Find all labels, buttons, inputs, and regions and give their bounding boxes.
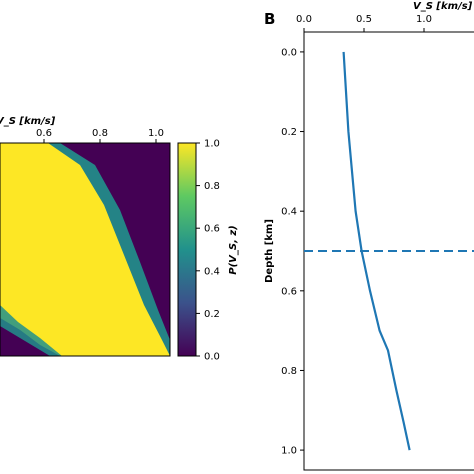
line-x-tick-label: 0.0 <box>296 14 312 25</box>
line-y-tick-label: 0.2 <box>281 127 297 138</box>
heatmap-x-ticks: 0.6 0.8 1.0 <box>36 128 164 143</box>
colorbar-tick-label: 0.2 <box>204 309 220 320</box>
line-y-tick-label: 0.6 <box>281 286 297 297</box>
heatmap-x-tick-label: 1.0 <box>148 128 164 139</box>
colorbar: 0.0 0.2 0.4 0.6 0.8 1.0 P(V_S, z) <box>177 139 239 363</box>
colorbar-tick-label: 1.0 <box>204 139 220 150</box>
colorbar-tick-label: 0.0 <box>204 352 220 363</box>
colorbar-gradient <box>177 142 197 357</box>
colorbar-ticks: 0.0 0.2 0.4 0.6 0.8 1.0 <box>196 139 220 363</box>
line-y-ticks: 0.0 0.2 0.4 0.6 0.8 1.0 <box>281 47 304 457</box>
line-y-axis-label: Depth [km] <box>264 219 275 283</box>
line-y-tick-label: 1.0 <box>281 446 297 457</box>
panel-letter-b: B <box>264 10 275 28</box>
line-x-tick-label: 0.5 <box>356 14 372 25</box>
line-x-axis-label: V_S [km/s] / <box>413 1 474 12</box>
colorbar-tick-label: 0.8 <box>204 181 220 192</box>
colorbar-tick-label: 0.4 <box>204 266 220 277</box>
colorbar-label: P(V_S, z) <box>228 225 239 275</box>
heatmap-x-tick-label: 0.8 <box>92 128 108 139</box>
heatmap-lower-band <box>0 305 62 356</box>
heatmap-high-probability-region <box>0 143 170 356</box>
line-x-ticks: 0.0 0.5 1.0 <box>296 14 432 32</box>
line-y-tick-label: 0.8 <box>281 366 297 377</box>
colorbar-tick-label: 0.6 <box>204 224 220 235</box>
velocity-profile-line <box>342 51 411 451</box>
heatmap-x-axis-label: V_S [km/s] <box>0 116 56 127</box>
heatmap-frame <box>0 142 171 357</box>
line-y-tick-label: 0.4 <box>281 207 297 218</box>
line-panel: 0.0 0.5 1.0 0.0 0.2 0.4 0.6 0.8 1.0 V_S [km/s] … <box>264 1 474 471</box>
heatmap-x-tick-label: 0.6 <box>36 128 52 139</box>
line-y-tick-label: 0.0 <box>281 47 297 58</box>
line-x-tick-label: 1.0 <box>416 14 432 25</box>
heatmap-panel: 0.6 0.8 1.0 V_S [km/s] <box>0 116 171 357</box>
